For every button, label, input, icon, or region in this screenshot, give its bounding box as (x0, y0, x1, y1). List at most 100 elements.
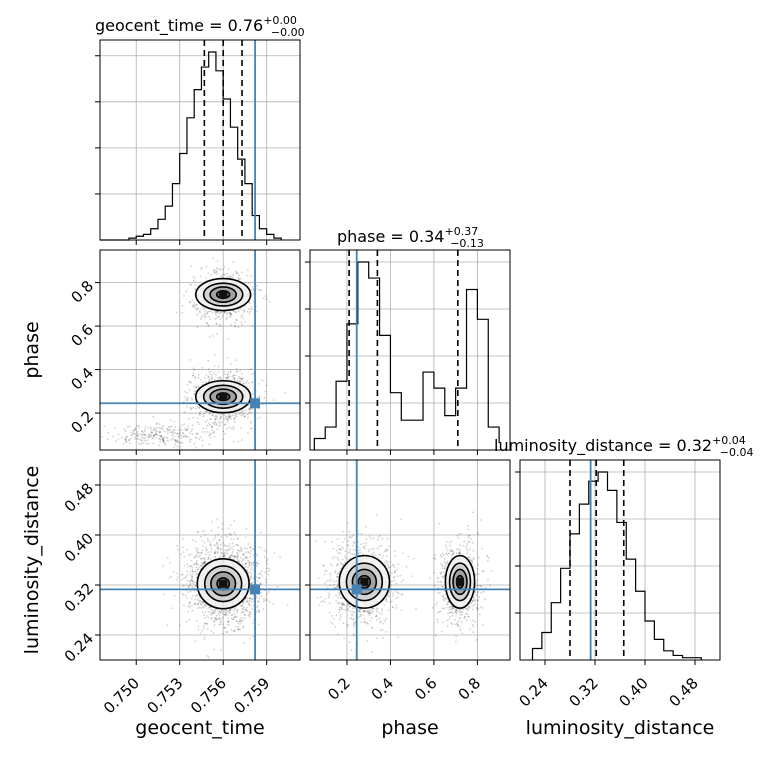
sample-point (388, 595, 391, 598)
sample-point (194, 603, 196, 606)
sample-point (222, 623, 225, 626)
sample-point (473, 603, 476, 606)
sample-point (228, 413, 231, 416)
sample-point (336, 602, 339, 605)
sample-point (216, 609, 219, 612)
sample-point (248, 560, 251, 563)
sample-point (487, 578, 489, 581)
sample-point (205, 553, 207, 556)
sample-point (200, 607, 203, 609)
sample-point (234, 607, 237, 610)
sample-point (458, 552, 461, 555)
truth-marker (250, 398, 261, 409)
sample-point (450, 605, 452, 608)
sample-point (185, 398, 188, 401)
sample-point (249, 546, 252, 548)
sample-point (199, 410, 202, 413)
sample-point (216, 551, 219, 554)
sample-point (343, 608, 345, 611)
sample-point (136, 437, 139, 440)
sample-point (123, 428, 126, 431)
sample-point (387, 549, 389, 551)
sample-point (176, 576, 179, 579)
sample-point (258, 577, 261, 579)
sample-point (470, 599, 473, 602)
sample-point (216, 311, 218, 313)
sample-point (166, 432, 169, 435)
sample-point (215, 415, 217, 418)
sample-point (209, 423, 211, 426)
sample-point (217, 548, 220, 550)
sample-point (133, 438, 136, 440)
sample-point (190, 381, 193, 384)
sample-point (169, 425, 171, 428)
sample-point (226, 272, 229, 275)
sample-point (218, 421, 221, 424)
sample-point (489, 584, 491, 587)
sample-point (189, 283, 192, 286)
sample-point (232, 440, 235, 443)
sample-point (144, 437, 146, 440)
sample-point (469, 558, 472, 561)
sample-point (182, 432, 185, 435)
sample-point (182, 400, 185, 403)
sample-point (372, 607, 374, 610)
sample-point (209, 606, 212, 609)
sample-point (247, 572, 250, 574)
sample-point (248, 382, 250, 385)
sample-point (204, 381, 207, 384)
sample-point (215, 415, 218, 418)
sample-point (362, 546, 365, 549)
sample-point (204, 560, 207, 563)
sample-point (187, 417, 190, 420)
sample-point (441, 585, 444, 588)
sample-point (473, 599, 476, 601)
sample-point (115, 440, 117, 442)
sample-point (377, 608, 380, 610)
sample-point (196, 551, 199, 553)
sample-point (251, 381, 254, 384)
sample-point (159, 435, 162, 438)
sample-point (393, 566, 396, 568)
sample-point (179, 429, 182, 432)
sample-point (340, 548, 343, 551)
sample-point (340, 546, 343, 548)
sample-point (175, 440, 178, 443)
sample-point (322, 564, 325, 567)
sample-point (234, 310, 237, 313)
sample-point (154, 428, 156, 431)
sample-point (475, 639, 478, 641)
sample-point (210, 618, 213, 621)
sample-point (213, 423, 216, 426)
sample-point (477, 556, 480, 559)
sample-point (228, 542, 231, 545)
sample-point (210, 418, 212, 421)
sample-point (343, 603, 346, 606)
sample-point (224, 553, 227, 556)
sample-point (251, 408, 254, 411)
sample-point (415, 608, 417, 611)
sample-point (442, 571, 445, 573)
sample-point (440, 573, 442, 576)
sample-point (250, 306, 253, 308)
sample-point (268, 300, 271, 303)
sample-point (217, 533, 220, 536)
sample-point (368, 535, 371, 538)
sample-point (185, 620, 188, 623)
sample-point (139, 432, 142, 435)
sample-point (477, 531, 480, 534)
sample-point (188, 388, 191, 391)
sample-point (207, 310, 209, 313)
sample-point (189, 565, 192, 568)
sample-point (220, 552, 223, 554)
sample-point (222, 552, 225, 555)
sample-point (234, 379, 236, 382)
sample-point (187, 566, 190, 568)
sample-point (215, 317, 218, 320)
sample-point (239, 307, 242, 310)
sample-point (395, 568, 398, 571)
sample-point (342, 547, 345, 550)
sample-point (341, 601, 344, 604)
sample-point (181, 592, 184, 595)
sample-point (352, 623, 355, 626)
